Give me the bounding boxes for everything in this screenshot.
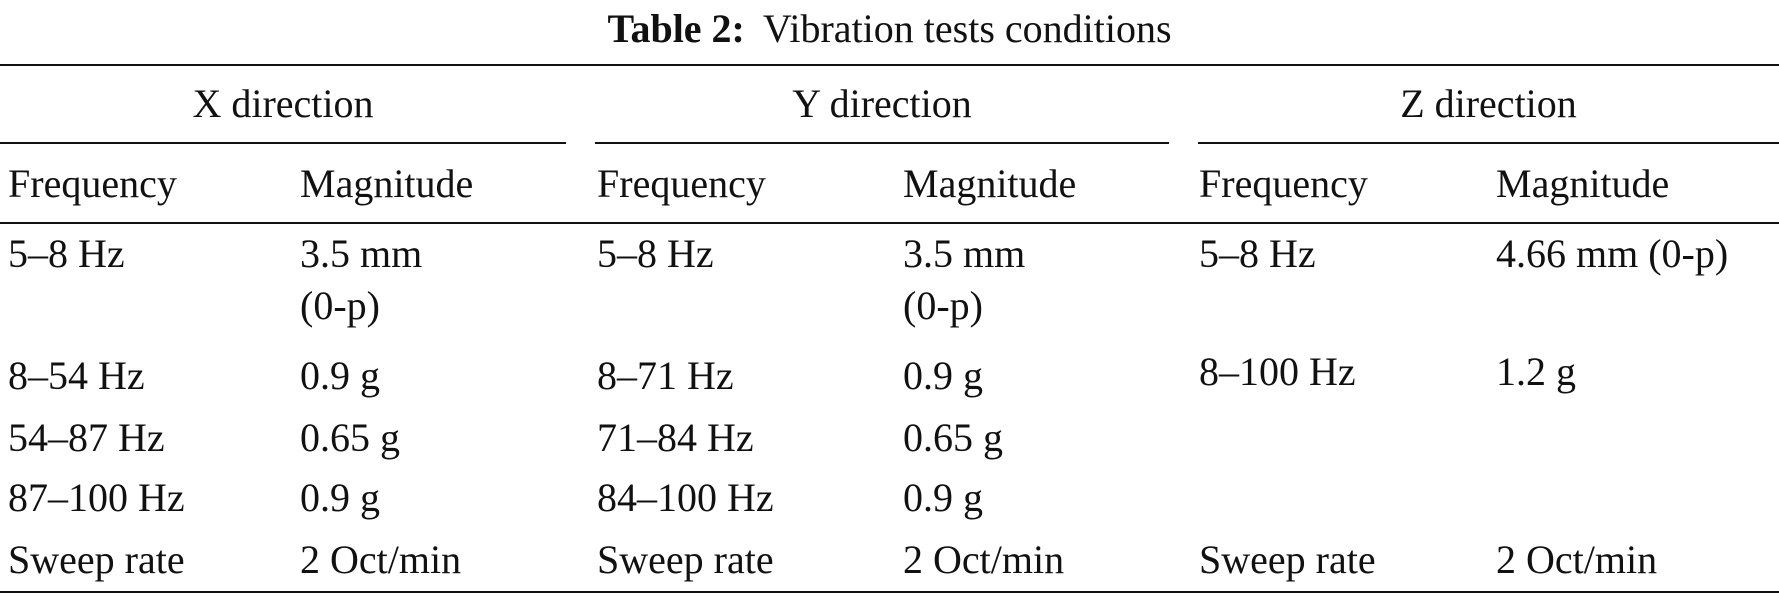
x-magnitude-row-3: 0.65 g bbox=[300, 415, 400, 460]
subheader-magnitude-x: Magnitude bbox=[300, 161, 474, 206]
y-magnitude-row-2: 0.9 g bbox=[903, 353, 983, 398]
group-header-y: Y direction bbox=[792, 81, 972, 126]
table-caption-label: Table 2: bbox=[607, 5, 745, 51]
subheader-frequency-x: Frequency bbox=[8, 161, 177, 206]
x-frequency-row-2: 8–54 Hz bbox=[8, 353, 145, 398]
y-magnitude-row-3: 0.65 g bbox=[903, 415, 1003, 460]
z-frequency-row-1: 5–8 Hz bbox=[1199, 231, 1316, 276]
y-frequency-row-1: 5–8 Hz bbox=[597, 231, 714, 276]
x-magnitude-row-4: 0.9 g bbox=[300, 475, 380, 520]
subheader-frequency-z: Frequency bbox=[1199, 161, 1368, 206]
header-rule bbox=[0, 222, 1779, 224]
x-magnitude-row-5: 2 Oct/min bbox=[300, 537, 462, 582]
bottom-rule bbox=[0, 591, 1779, 593]
subheader-magnitude-z: Magnitude bbox=[1496, 161, 1670, 206]
x-frequency-row-5: Sweep rate bbox=[8, 537, 185, 582]
subheader-frequency-y: Frequency bbox=[597, 161, 766, 206]
top-rule bbox=[0, 64, 1779, 66]
group-header-x: X direction bbox=[192, 81, 374, 126]
group-header-z: Z direction bbox=[1400, 81, 1577, 126]
table-caption-text: Vibration tests conditions bbox=[762, 5, 1172, 51]
table-caption: Table 2: Vibration tests conditions bbox=[0, 0, 1779, 56]
subheader-magnitude-y: Magnitude bbox=[903, 161, 1077, 206]
x-magnitude-row-1-line-2: (0-p) bbox=[300, 283, 380, 328]
y-frequency-row-2: 8–71 Hz bbox=[597, 353, 734, 398]
group-rule-y bbox=[595, 142, 1169, 144]
z-frequency-row-2: 8–100 Hz bbox=[1199, 349, 1356, 394]
y-frequency-row-5: Sweep rate bbox=[597, 537, 774, 582]
y-frequency-row-4: 84–100 Hz bbox=[597, 475, 774, 520]
y-magnitude-row-4: 0.9 g bbox=[903, 475, 983, 520]
x-frequency-row-3: 54–87 Hz bbox=[8, 415, 165, 460]
z-magnitude-row-2: 1.2 g bbox=[1496, 349, 1576, 394]
group-rule-x bbox=[0, 142, 566, 144]
group-rule-z bbox=[1198, 142, 1779, 144]
x-frequency-row-1: 5–8 Hz bbox=[8, 231, 125, 276]
z-frequency-row-5: Sweep rate bbox=[1199, 537, 1376, 582]
y-magnitude-row-1-line-2: (0-p) bbox=[903, 283, 983, 328]
z-magnitude-row-1: 4.66 mm (0-p) bbox=[1496, 231, 1729, 276]
y-magnitude-row-1-line-1: 3.5 mm bbox=[903, 231, 1026, 276]
x-magnitude-row-2: 0.9 g bbox=[300, 353, 380, 398]
x-frequency-row-4: 87–100 Hz bbox=[8, 475, 185, 520]
y-magnitude-row-5: 2 Oct/min bbox=[903, 537, 1065, 582]
y-frequency-row-3: 71–84 Hz bbox=[597, 415, 754, 460]
x-magnitude-row-1-line-1: 3.5 mm bbox=[300, 231, 423, 276]
z-magnitude-row-5: 2 Oct/min bbox=[1496, 537, 1658, 582]
